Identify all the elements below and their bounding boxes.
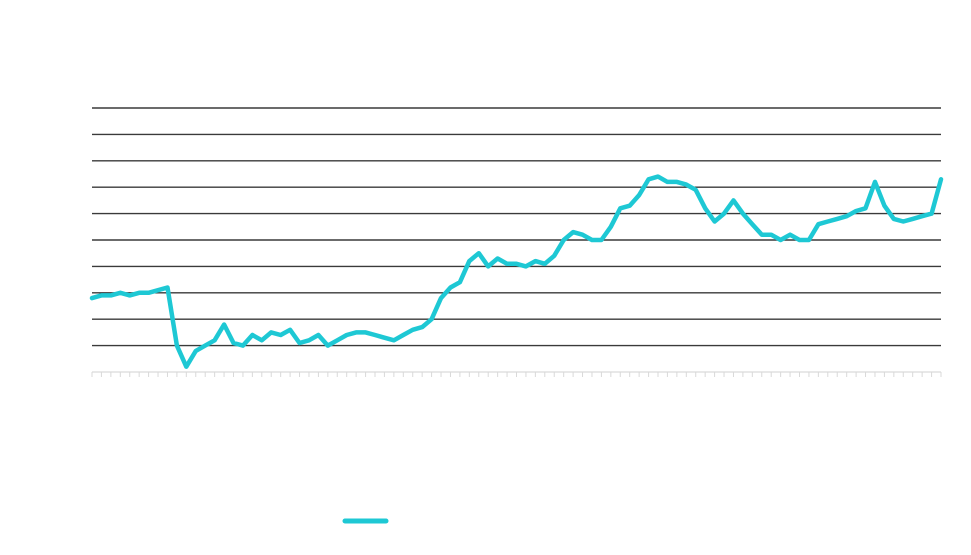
- x-axis: [91, 371, 942, 377]
- series-layer: [89, 174, 944, 369]
- gridlines: [92, 107, 941, 347]
- series-line-1: [89, 174, 944, 369]
